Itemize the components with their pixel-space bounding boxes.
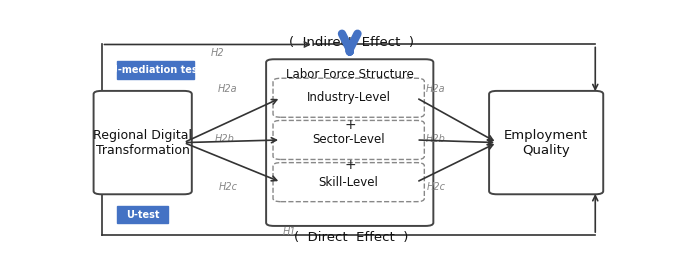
Text: H2a: H2a bbox=[426, 84, 446, 94]
FancyBboxPatch shape bbox=[273, 121, 424, 159]
FancyBboxPatch shape bbox=[489, 91, 603, 194]
Text: H2b: H2b bbox=[215, 135, 235, 144]
FancyBboxPatch shape bbox=[266, 59, 434, 226]
Text: H2a: H2a bbox=[218, 84, 238, 94]
Text: Skill-Level: Skill-Level bbox=[319, 176, 379, 189]
Text: Employment
Quality: Employment Quality bbox=[504, 129, 588, 156]
Text: (  Direct  Effect  ): ( Direct Effect ) bbox=[294, 231, 408, 244]
Text: +: + bbox=[344, 118, 356, 132]
Text: U-test: U-test bbox=[126, 210, 160, 219]
Text: +: + bbox=[344, 158, 356, 172]
Text: H2c: H2c bbox=[427, 182, 445, 192]
FancyBboxPatch shape bbox=[273, 78, 424, 117]
Text: H2: H2 bbox=[210, 48, 224, 58]
Text: Industry-Level: Industry-Level bbox=[307, 91, 390, 104]
FancyBboxPatch shape bbox=[273, 163, 424, 202]
Text: Labor Force Structure: Labor Force Structure bbox=[286, 67, 414, 81]
Text: U-mediation test: U-mediation test bbox=[110, 65, 202, 75]
FancyBboxPatch shape bbox=[118, 206, 168, 223]
FancyBboxPatch shape bbox=[94, 91, 192, 194]
Text: Regional Digital
Transformation: Regional Digital Transformation bbox=[93, 129, 192, 156]
Text: H2b: H2b bbox=[426, 135, 446, 144]
Text: H1: H1 bbox=[283, 227, 297, 237]
FancyBboxPatch shape bbox=[118, 61, 195, 79]
Text: Sector-Level: Sector-Level bbox=[312, 133, 385, 146]
Text: H2c: H2c bbox=[219, 182, 238, 192]
Text: (  Indirect  Effect  ): ( Indirect Effect ) bbox=[288, 36, 414, 49]
